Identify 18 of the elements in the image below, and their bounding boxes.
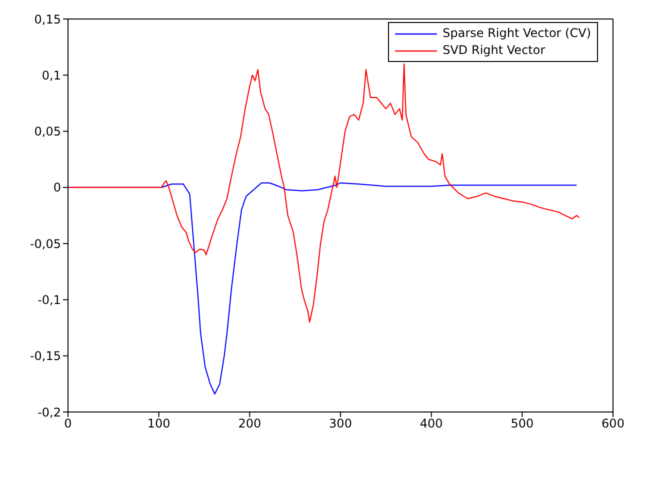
y-tick-label: 0,15	[34, 12, 61, 26]
x-tick-label: 300	[329, 416, 352, 431]
y-tick-label: -0,05	[30, 236, 61, 251]
y-tick-label: -0,1	[38, 292, 61, 307]
y-tick-label: -0,15	[30, 349, 61, 364]
legend-label: SVD Right Vector	[442, 42, 546, 59]
x-tick-label: 600	[602, 416, 624, 431]
x-tick-label: 100	[147, 416, 170, 431]
y-tick-label: -0,2	[38, 405, 61, 420]
legend-label: Sparse Right Vector (CV)	[442, 25, 591, 42]
x-tick-label: 500	[510, 416, 534, 431]
x-tick-label: 400	[420, 416, 443, 431]
x-tick-label: 0	[64, 416, 72, 431]
x-tick-label: 200	[238, 416, 262, 431]
y-tick-label: 0	[53, 180, 61, 195]
y-tick-label: 0,1	[42, 68, 61, 82]
line-series	[68, 63, 580, 323]
y-tick-label: 0,05	[34, 124, 61, 139]
